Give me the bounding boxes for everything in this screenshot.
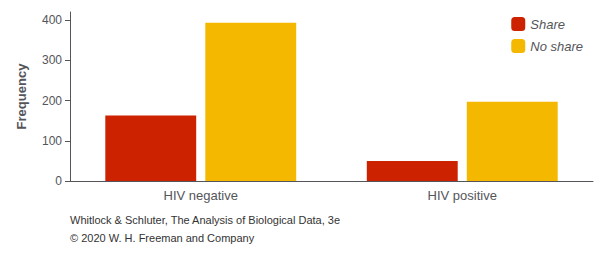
svg-text:HIV negative: HIV negative [164,188,238,203]
svg-text:© 2020 W. H. Freeman and Compa: © 2020 W. H. Freeman and Company [70,232,255,244]
svg-text:400: 400 [42,13,62,27]
svg-text:0: 0 [55,174,62,188]
svg-text:HIV positive: HIV positive [428,188,497,203]
svg-text:Frequency: Frequency [14,63,29,130]
svg-text:200: 200 [42,94,62,108]
svg-text:No share: No share [530,39,583,54]
svg-text:300: 300 [42,53,62,67]
svg-text:Share: Share [530,17,565,32]
svg-text:100: 100 [42,134,62,148]
svg-text:Whitlock & Schluter, The Analy: Whitlock & Schluter, The Analysis of Bio… [70,214,340,226]
